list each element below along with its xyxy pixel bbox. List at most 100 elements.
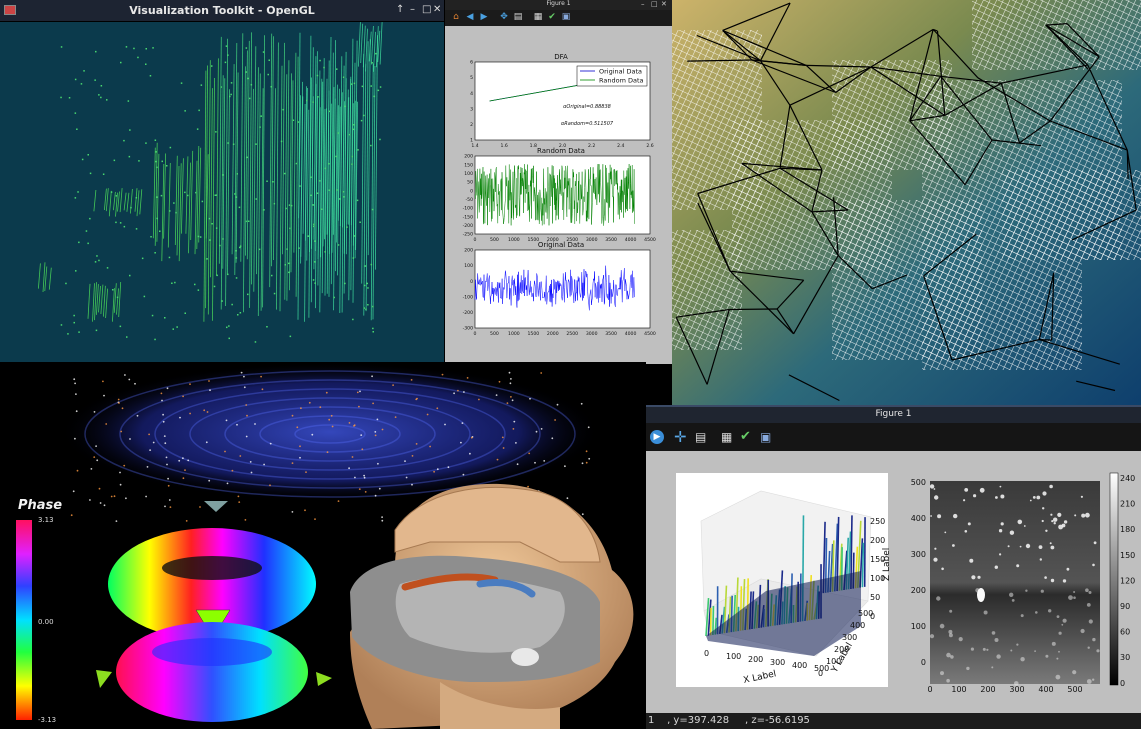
surface-strip — [705, 598, 710, 637]
configure-icon[interactable]: ▦ — [721, 430, 733, 444]
y-tick-label: 200 — [464, 248, 473, 254]
maximize-icon[interactable]: □ — [422, 4, 432, 15]
keep-above-icon[interactable]: ↑ — [396, 4, 405, 15]
terrain-wireframe — [675, 2, 1137, 402]
star — [337, 500, 340, 502]
star — [110, 495, 113, 498]
zoom-icon[interactable]: ▤ — [695, 430, 707, 444]
terrain-mesh-viewport[interactable] — [672, 0, 1141, 405]
point — [314, 240, 316, 242]
point-strip — [379, 22, 383, 65]
view-marker-left — [96, 670, 112, 688]
star — [166, 387, 169, 390]
point-strip — [103, 285, 106, 317]
point — [78, 331, 80, 333]
point-strip — [203, 70, 207, 322]
star — [564, 465, 566, 468]
point — [310, 176, 312, 178]
dfa-canvas[interactable]: DFA 1.4 1.6 1.8 2.0 2.2 2.4 2.6 1 2 3 4 5 6 αOrigina… — [445, 26, 672, 364]
original-data-series — [474, 265, 635, 311]
y-tick-label: -100 — [463, 294, 474, 300]
x-tick-label: 2500 — [566, 331, 578, 337]
zoom-icon[interactable]: ▤ — [513, 12, 523, 22]
star — [243, 386, 246, 389]
point — [328, 110, 330, 113]
point-strip — [319, 78, 323, 313]
heatmap-spot — [1062, 618, 1067, 623]
figure-titlebar[interactable]: Figure 1 — [646, 405, 1141, 423]
save-icon[interactable]: ▣ — [561, 12, 571, 22]
point-strip — [163, 153, 166, 239]
star — [93, 411, 96, 413]
point-strip — [260, 88, 264, 311]
mesh-edge — [779, 167, 849, 211]
mesh-edge — [909, 29, 934, 121]
star — [129, 438, 131, 440]
vtk-titlebar[interactable]: Visualization Toolkit - OpenGL ↑ – □ ✕ — [0, 0, 444, 22]
edit-icon[interactable]: ✔ — [740, 429, 751, 444]
point — [95, 50, 97, 53]
star — [540, 372, 543, 374]
star — [182, 395, 185, 398]
heatmap-spot — [948, 633, 953, 638]
x-tick-label: 1000 — [508, 331, 520, 337]
figure-canvas[interactable]: 0 100 200 300 400 500010020030040050005010015… — [646, 451, 1141, 713]
point — [129, 274, 131, 277]
pan-icon[interactable]: ✛ — [674, 428, 687, 446]
point-strip — [181, 158, 184, 234]
point-strip — [42, 262, 46, 293]
point-cloud-viewport[interactable] — [0, 22, 444, 362]
point — [235, 257, 238, 259]
forward-icon[interactable]: ▶ — [480, 12, 488, 22]
heatmap-spot — [1009, 530, 1015, 535]
close-icon[interactable]: ✕ — [661, 0, 667, 8]
mesh-edge — [870, 66, 941, 77]
star — [99, 502, 102, 504]
minimize-icon[interactable]: – — [410, 4, 415, 15]
heatmap-spot — [1087, 646, 1090, 649]
y-tick-label: 3 — [470, 106, 473, 112]
point-strip — [373, 31, 376, 72]
star — [463, 391, 465, 393]
point — [377, 89, 380, 92]
scene-canvas[interactable] — [0, 362, 646, 729]
point — [119, 222, 122, 224]
maximize-icon[interactable]: □ — [651, 0, 658, 8]
surface-base — [706, 571, 861, 656]
star — [354, 476, 356, 479]
point-strip — [313, 83, 317, 240]
close-icon[interactable]: ✕ — [433, 4, 442, 15]
star — [461, 422, 464, 424]
point — [78, 241, 80, 244]
point — [316, 192, 319, 194]
forward-icon[interactable]: ▶ — [650, 430, 664, 444]
point — [227, 54, 229, 56]
star — [166, 463, 168, 466]
save-icon[interactable]: ▣ — [760, 430, 772, 444]
point-strip — [108, 190, 112, 217]
mesh-edge — [1049, 120, 1128, 151]
home-icon[interactable]: ⌂ — [453, 12, 459, 22]
y-tick-label: 300 — [842, 633, 857, 642]
y-tick-label: 6 — [470, 60, 473, 66]
point-strip — [305, 87, 308, 241]
back-icon[interactable]: ◀ — [466, 12, 474, 22]
pan-icon[interactable]: ✥ — [500, 12, 508, 22]
point — [365, 308, 367, 311]
dfa-titlebar[interactable]: Figure 1 – □ ✕ — [445, 0, 672, 10]
z-tick-label: 100 — [870, 574, 885, 583]
point — [156, 166, 158, 169]
point — [95, 329, 98, 332]
x-tick-label: 1500 — [527, 331, 539, 337]
point — [60, 324, 63, 326]
point — [115, 195, 118, 197]
star — [436, 407, 439, 410]
configure-icon[interactable]: ▦ — [533, 12, 543, 22]
mesh-edge — [789, 66, 872, 106]
phase-brain-viewport[interactable]: Phase 3.13 0.00 -3.13 — [0, 362, 646, 729]
minimize-icon[interactable]: – — [641, 0, 645, 8]
point — [227, 142, 229, 144]
edit-icon[interactable]: ✔ — [548, 12, 556, 22]
point-cloud — [38, 22, 383, 343]
y-tick-label: -200 — [463, 310, 474, 316]
